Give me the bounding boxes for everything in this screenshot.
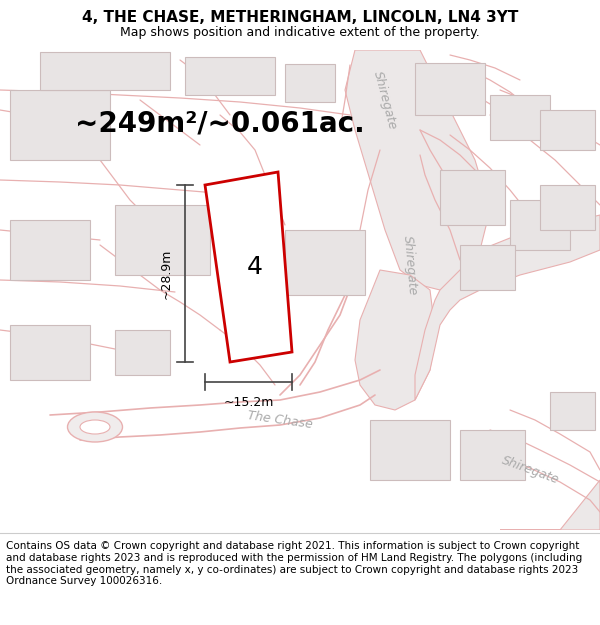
Text: Map shows position and indicative extent of the property.: Map shows position and indicative extent… [120, 26, 480, 39]
Bar [540, 185, 595, 230]
Ellipse shape [67, 412, 122, 442]
Bar [415, 63, 485, 115]
Ellipse shape [80, 420, 110, 434]
Bar [115, 330, 170, 375]
Text: Contains OS data © Crown copyright and database right 2021. This information is : Contains OS data © Crown copyright and d… [6, 541, 582, 586]
Text: 4: 4 [247, 255, 263, 279]
Bar [185, 57, 275, 95]
Bar [10, 90, 110, 160]
Text: ~249m²/~0.061ac.: ~249m²/~0.061ac. [75, 110, 365, 138]
Bar [490, 95, 550, 140]
Bar [285, 64, 335, 102]
Text: 4, THE CHASE, METHERINGHAM, LINCOLN, LN4 3YT: 4, THE CHASE, METHERINGHAM, LINCOLN, LN4… [82, 10, 518, 25]
Polygon shape [355, 270, 435, 410]
Bar [115, 205, 210, 275]
Text: ~15.2m: ~15.2m [223, 396, 274, 409]
Bar [40, 52, 170, 90]
Bar [370, 420, 450, 480]
Bar [10, 220, 90, 280]
Bar [510, 200, 570, 250]
Polygon shape [500, 480, 600, 530]
Bar [460, 245, 515, 290]
Bar [10, 325, 90, 380]
Text: The Chase: The Chase [247, 409, 313, 431]
Text: Shiregate: Shiregate [371, 69, 399, 131]
Bar [285, 230, 365, 295]
Text: Shiregate: Shiregate [401, 234, 419, 296]
Text: Shiregate: Shiregate [499, 454, 560, 486]
Bar [550, 392, 595, 430]
Polygon shape [205, 172, 292, 362]
Polygon shape [415, 215, 600, 400]
Bar [440, 170, 505, 225]
Text: ~28.9m: ~28.9m [160, 248, 173, 299]
Bar [460, 430, 525, 480]
Polygon shape [345, 50, 490, 290]
Bar [540, 110, 595, 150]
